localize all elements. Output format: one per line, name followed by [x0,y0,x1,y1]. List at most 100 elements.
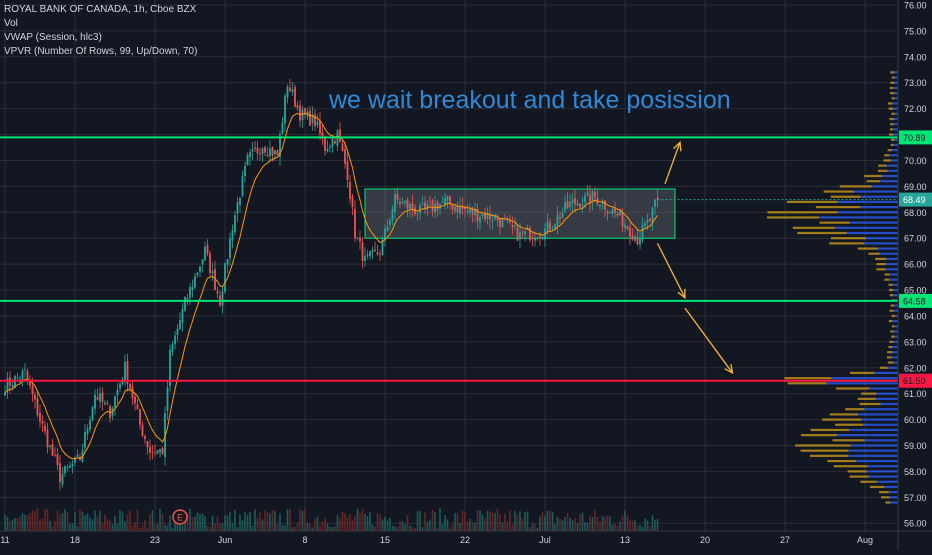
volume-bar [101,522,104,531]
candle-body [534,238,536,241]
volume-bar [526,511,529,531]
breakout-arrow-line[interactable] [656,243,686,299]
volume-bar [406,515,409,531]
vpvr-up-row [894,71,898,74]
candle-body [101,392,104,402]
earnings-marker-icon[interactable] [172,509,188,525]
vpvr-down-row [889,294,894,297]
volume-bar [211,515,214,531]
volume-bar [546,510,549,531]
vpvr-up-row [867,465,898,468]
volume-bar [221,523,224,531]
candle-body [276,150,279,156]
volume-bar [66,512,69,531]
vpvr-down-row [849,475,869,478]
candle-body [389,220,391,225]
time-tick-label: 13 [620,535,630,545]
volume-bar [369,511,371,531]
candle-body [604,200,606,210]
candle-body [506,220,509,222]
vpvr-up-row [889,154,898,157]
vpvr-up-row [894,81,898,84]
chart-annotation-text[interactable]: we wait breakout and take posission [329,86,731,114]
volume-bar [396,526,399,531]
vpvr-up-row [894,304,898,307]
volume-bar [589,515,591,531]
candle-body [421,204,424,206]
volume-bar [329,526,331,531]
volume-bar [86,513,89,531]
legend-vwap[interactable]: VWAP (Session, hlc3) [4,32,102,43]
volume-bar [54,521,56,531]
volume-bar [99,510,101,531]
volume-bar [391,525,394,531]
breakout-arrow-line[interactable] [664,142,681,185]
candle-body [576,203,579,206]
candle-body [4,393,6,396]
candle-body [401,201,404,203]
legend-symbol[interactable]: ROYAL BANK OF CANADA, 1h, Cboe BZX [4,4,197,15]
candle-body [391,209,394,221]
volume-bar [444,515,446,531]
candle-body [89,420,91,430]
volume-bar [326,523,329,531]
legend-volume[interactable]: Vol [4,18,18,29]
candle-body [371,249,374,252]
vpvr-down-row [830,195,861,198]
candle-body [384,228,386,240]
breakout-arrow-line[interactable] [684,307,734,374]
price-tick-label: 69.00 [904,182,927,192]
vpvr-down-row [833,465,868,468]
vpvr-up-row [893,309,898,312]
volume-bar [401,521,404,531]
price-tick-label: 66.00 [904,260,927,270]
candle-body [581,204,584,206]
candle-body [409,203,411,210]
candle-body [279,134,281,157]
candle-body [154,452,156,454]
candle-body [411,203,414,210]
price-tick-label: 57.00 [904,493,927,503]
candle-body [131,386,134,399]
candle-body [526,228,529,231]
candle-body [614,208,616,213]
volume-bar [591,516,594,531]
vpvr-up-row [892,102,898,105]
candle-body [311,114,314,124]
vpvr-up-row [891,345,898,349]
volume-bar [69,523,71,531]
legend-vpvr[interactable]: VPVR (Number Of Rows, 99, Up/Down, 70) [4,46,198,57]
volume-bar [359,512,361,531]
vpvr-up-row [837,200,898,204]
volume-bar [611,524,614,531]
vpvr-up-row [885,268,898,271]
candle-body [206,244,209,254]
volume-bar [641,526,644,531]
candle-body [29,380,31,386]
vpvr-down-row [887,361,894,364]
vpvr-down-row [884,278,890,281]
candle-body [49,445,51,447]
volume-bar [524,512,526,531]
candle-body [599,205,601,207]
candle-body [619,210,621,215]
vpvr-up-row [850,444,898,447]
candle-body [31,385,34,395]
volume-bar [89,517,91,531]
vpvr-down-row [890,71,895,74]
candle-body [246,154,249,166]
volume-bar [194,516,196,531]
vpvr-down-row [810,454,849,457]
volume-bar [141,525,144,531]
volume-bar [499,514,501,531]
candle-body [609,212,611,214]
volume-bar [531,523,534,531]
vpvr-down-row [829,413,858,416]
volume-bar [191,517,194,531]
level-price-label: 64.58 [903,296,926,306]
vpvr-down-row [784,377,832,380]
volume-bar [581,512,584,531]
candle-body [236,202,239,214]
